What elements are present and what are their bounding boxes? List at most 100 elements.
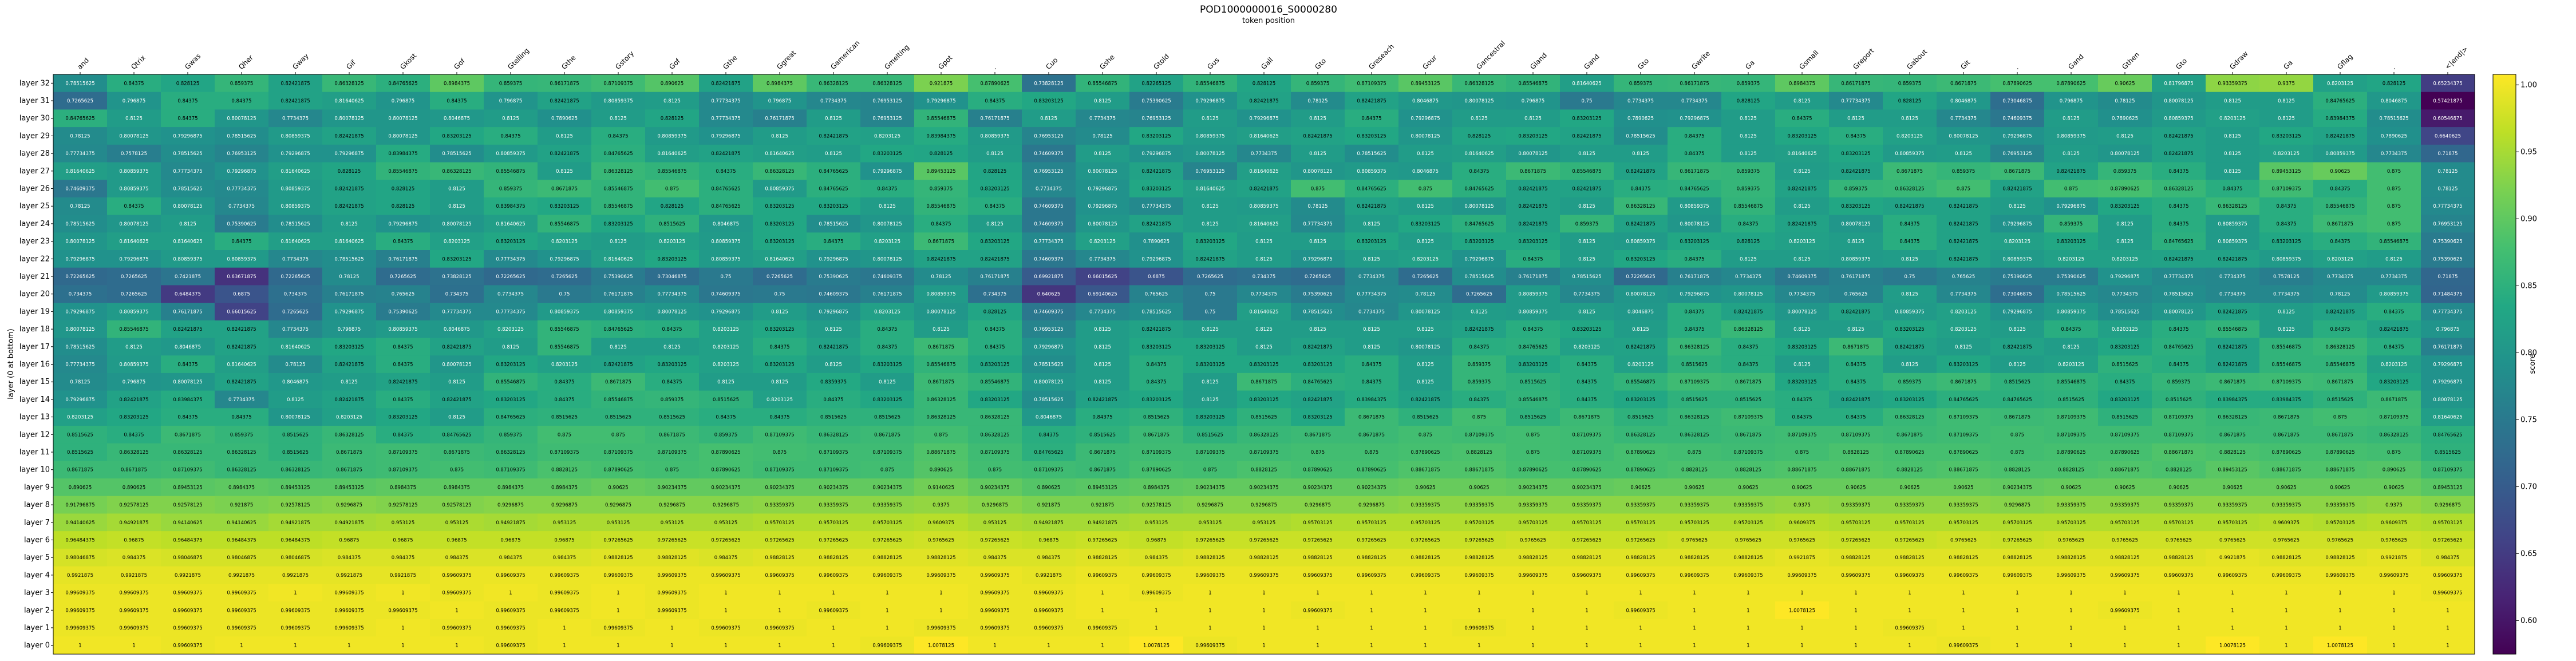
- heatmap-cell: [484, 373, 538, 391]
- cell-value-label: 0.99609375: [173, 608, 202, 613]
- y-tick-label: layer 2: [24, 606, 50, 615]
- heatmap-cell: [2098, 531, 2152, 549]
- heatmap-cell: [53, 373, 108, 391]
- cell-value-label: 0.84765625: [2433, 432, 2462, 438]
- cell-value-label: 0.859375: [1737, 81, 1760, 86]
- heatmap-cell: [2098, 496, 2152, 514]
- heatmap-cell: [1668, 355, 1722, 374]
- cell-value-label: 1: [1585, 626, 1588, 631]
- cell-value-label: 0.859375: [2113, 169, 2137, 175]
- cell-value-label: 0.90234375: [1249, 485, 1278, 490]
- cell-value-label: 0.77734375: [173, 169, 202, 175]
- cell-value-label: 0.8671875: [1089, 468, 1116, 473]
- cell-value-label: 0.74609375: [65, 187, 94, 192]
- heatmap-cell: [1022, 584, 1076, 602]
- cell-value-label: 1: [2016, 608, 2018, 613]
- heatmap-cell: [1775, 355, 1830, 374]
- x-tick-label: Gflag: [2336, 53, 2354, 71]
- heatmap-cell: [322, 74, 377, 93]
- cell-value-label: 0.80859375: [711, 256, 740, 262]
- heatmap-cell: [1291, 408, 1345, 426]
- cell-value-label: 0.8125: [1578, 239, 1595, 245]
- heatmap-cell: [322, 355, 377, 374]
- heatmap-cell: [1614, 162, 1668, 180]
- heatmap-cell: [2421, 303, 2475, 321]
- cell-value-label: 0.99609375: [1195, 643, 1224, 649]
- cell-value-label: 1: [1262, 591, 1265, 596]
- heatmap-cell: [2313, 144, 2368, 163]
- cell-value-label: 1: [1962, 626, 1965, 631]
- cell-value-label: 0.78515625: [2110, 309, 2139, 315]
- cell-value-label: 0.66015625: [227, 309, 256, 315]
- cell-value-label: 0.80859375: [280, 133, 310, 139]
- heatmap-cell: [1506, 197, 1560, 216]
- heatmap-cell: [753, 355, 807, 374]
- cell-value-label: 0.99609375: [119, 608, 148, 613]
- heatmap-cell: [2259, 303, 2314, 321]
- heatmap-cell: [161, 303, 215, 321]
- cell-value-label: 0.8125: [448, 415, 465, 421]
- cell-value-label: 0.8984375: [551, 485, 578, 490]
- cell-value-label: 0.875: [558, 432, 571, 438]
- cell-value-label: 0.8125: [1847, 116, 1864, 122]
- cell-value-label: 0.8125: [825, 362, 842, 368]
- heatmap-cell: [1237, 566, 1291, 584]
- cell-value-label: 0.8125: [179, 221, 196, 227]
- heatmap-cell: [1829, 601, 1883, 620]
- cell-value-label: 0.84765625: [819, 169, 848, 175]
- x-tick-label: Ga: [2282, 58, 2294, 71]
- heatmap-cell: [2421, 461, 2475, 479]
- heatmap-cell: [1452, 478, 1507, 497]
- heatmap-cell: [1775, 92, 1830, 110]
- heatmap-cell: [753, 425, 807, 444]
- heatmap-cell: [1937, 215, 1991, 233]
- cell-value-label: 0.83203125: [442, 133, 471, 139]
- cell-value-label: 0.82421875: [1518, 187, 1547, 192]
- cell-value-label: 0.78515625: [65, 345, 94, 350]
- cell-value-label: 0.82421875: [442, 397, 471, 403]
- y-tick-label: layer 12: [19, 430, 50, 439]
- heatmap-cell: [645, 74, 700, 93]
- heatmap-cell: [1721, 74, 1776, 93]
- colorbar: 0.600.650.700.750.800.850.900.951.00: [2492, 74, 2537, 655]
- cell-value-label: 0.85546875: [926, 362, 955, 368]
- cell-value-label: 0.890625: [69, 485, 92, 490]
- heatmap-cell: [1721, 127, 1776, 145]
- heatmap-cell: [1345, 180, 1399, 198]
- heatmap-cell: [645, 197, 700, 216]
- cell-value-label: 0.8125: [1417, 151, 1434, 157]
- cell-value-label: 0.875: [2387, 450, 2401, 456]
- cell-value-label: 0.77734375: [442, 309, 471, 315]
- cell-value-label: 0.78515625: [819, 221, 848, 227]
- heatmap-cell: [645, 548, 700, 567]
- heatmap-cell: [161, 180, 215, 198]
- cell-value-label: 0.83203125: [496, 239, 525, 245]
- cell-value-label: 0.90625: [2330, 485, 2350, 490]
- heatmap-cell: [968, 355, 1022, 374]
- heatmap-cell: [1829, 548, 1883, 567]
- heatmap-cell: [645, 355, 700, 374]
- cell-value-label: 0.86328125: [2325, 345, 2354, 350]
- cell-value-label: 0.77734375: [496, 256, 525, 262]
- cell-value-label: 0.86328125: [227, 468, 256, 473]
- heatmap-cell: [161, 443, 215, 461]
- heatmap-cell: [161, 127, 215, 145]
- heatmap-cell: [807, 215, 861, 233]
- cell-value-label: 0.734375: [983, 292, 1007, 298]
- cell-value-label: 1: [1208, 608, 1211, 613]
- heatmap-cell: [1560, 636, 1614, 655]
- cell-value-label: 0.828125: [1898, 98, 1922, 104]
- heatmap-cell: [1345, 127, 1399, 145]
- cell-value-label: 1: [240, 643, 243, 649]
- cell-value-label: 0.80859375: [926, 292, 955, 298]
- cell-value-label: 0.83203125: [1195, 239, 1224, 245]
- cell-value-label: 0.93359375: [2271, 502, 2301, 508]
- heatmap-cell: [2313, 180, 2368, 198]
- heatmap-cell: [2367, 162, 2421, 180]
- heatmap-cell: [538, 267, 592, 286]
- cell-value-label: 0.8125: [1202, 116, 1219, 122]
- cell-value-label: 0.88671875: [2164, 450, 2193, 456]
- heatmap-cell: [322, 478, 377, 497]
- heatmap-cell: [2206, 425, 2260, 444]
- cell-value-label: 0.9765625: [2327, 537, 2353, 543]
